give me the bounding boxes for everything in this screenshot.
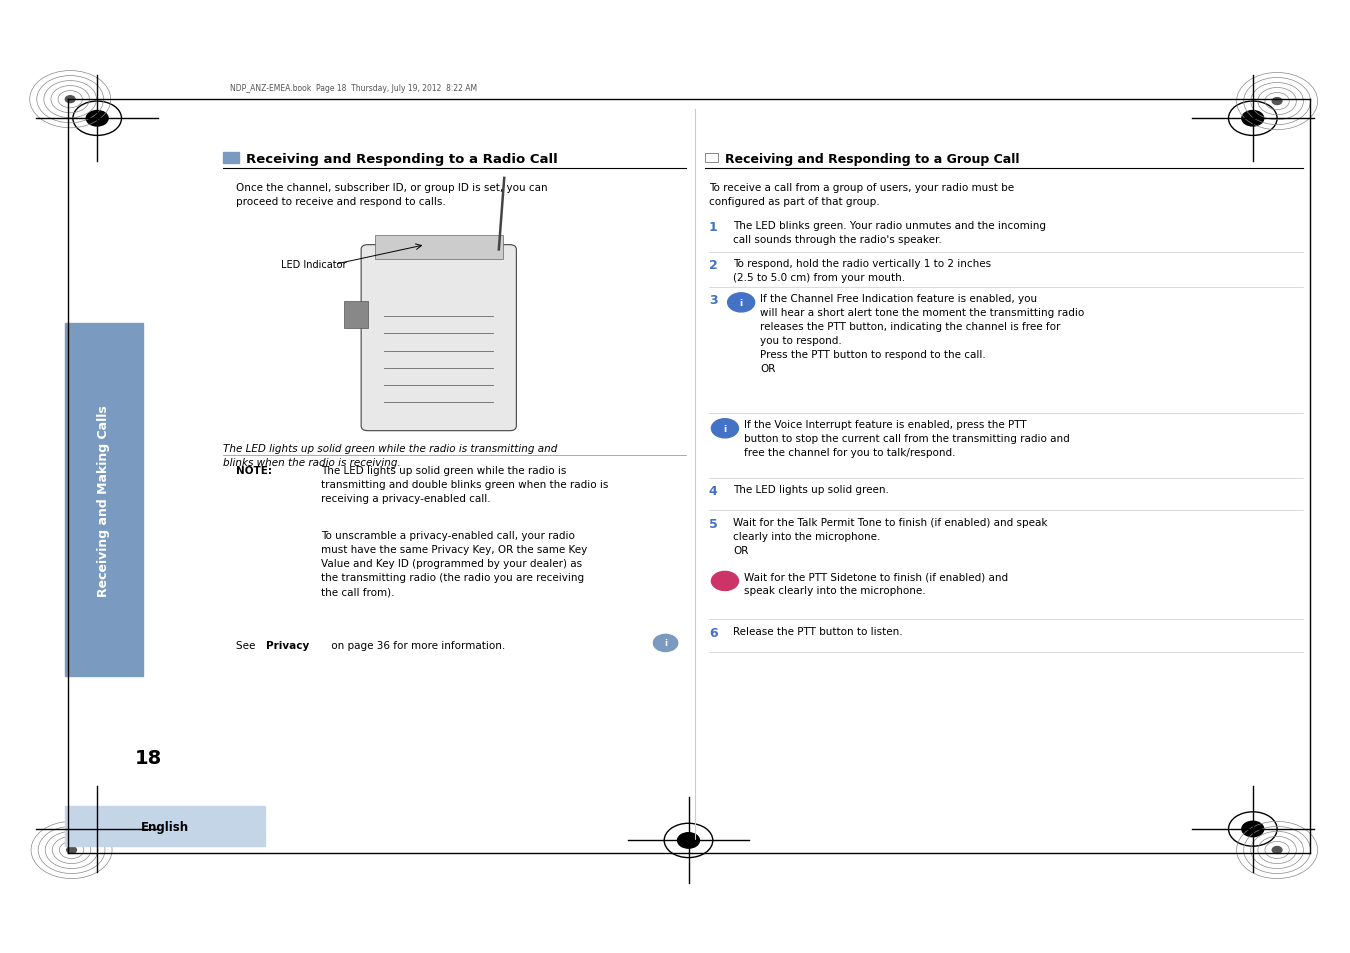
Text: Privacy: Privacy xyxy=(266,640,309,650)
Text: Wait for the Talk Permit Tone to finish (if enabled) and speak
clearly into the : Wait for the Talk Permit Tone to finish … xyxy=(733,517,1048,556)
Text: i: i xyxy=(724,424,726,434)
Text: The LED lights up solid green.: The LED lights up solid green. xyxy=(733,484,888,494)
Text: See: See xyxy=(236,640,259,650)
Bar xyxy=(375,235,504,259)
Circle shape xyxy=(711,572,738,591)
Circle shape xyxy=(1242,112,1264,127)
Circle shape xyxy=(728,294,755,313)
Circle shape xyxy=(711,419,738,438)
Text: Once the channel, subscriber ID, or group ID is set, you can
proceed to receive : Once the channel, subscriber ID, or grou… xyxy=(236,183,548,207)
Bar xyxy=(343,302,367,329)
Text: Receiving and Responding to a Group Call: Receiving and Responding to a Group Call xyxy=(725,152,1019,166)
Text: English: English xyxy=(140,820,189,833)
Circle shape xyxy=(66,846,77,854)
Text: To respond, hold the radio vertically 1 to 2 inches
(2.5 to 5.0 cm) from your mo: To respond, hold the radio vertically 1 … xyxy=(733,259,991,283)
Circle shape xyxy=(1272,98,1282,106)
Bar xyxy=(223,152,239,164)
Text: The LED blinks green. Your radio unmutes and the incoming
call sounds through th: The LED blinks green. Your radio unmutes… xyxy=(733,221,1046,245)
Text: To receive a call from a group of users, your radio must be
configured as part o: To receive a call from a group of users,… xyxy=(709,183,1014,207)
Text: 2: 2 xyxy=(709,259,717,273)
Text: 3: 3 xyxy=(709,294,717,307)
Text: Release the PTT button to listen.: Release the PTT button to listen. xyxy=(733,626,903,636)
Text: Receiving and Making Calls: Receiving and Making Calls xyxy=(97,405,111,596)
Text: 5: 5 xyxy=(709,517,717,531)
Text: i: i xyxy=(740,298,743,308)
Text: If the Channel Free Indication feature is enabled, you
will hear a short alert t: If the Channel Free Indication feature i… xyxy=(760,294,1084,374)
Circle shape xyxy=(86,112,108,127)
Bar xyxy=(705,153,718,163)
Bar xyxy=(65,806,265,846)
Text: LED Indicator: LED Indicator xyxy=(281,260,347,270)
Text: Receiving and Responding to a Radio Call: Receiving and Responding to a Radio Call xyxy=(246,152,558,166)
Circle shape xyxy=(65,96,76,104)
Text: 4: 4 xyxy=(709,484,717,497)
Text: on page 36 for more information.: on page 36 for more information. xyxy=(328,640,505,650)
Circle shape xyxy=(1272,846,1282,854)
Text: i: i xyxy=(664,639,667,648)
Text: 1: 1 xyxy=(709,221,717,234)
Circle shape xyxy=(678,833,699,848)
Text: To unscramble a privacy-enabled call, your radio
must have the same Privacy Key,: To unscramble a privacy-enabled call, yo… xyxy=(321,531,587,597)
FancyBboxPatch shape xyxy=(360,246,516,431)
Text: Wait for the PTT Sidetone to finish (if enabled) and
speak clearly into the micr: Wait for the PTT Sidetone to finish (if … xyxy=(744,572,1008,596)
Bar xyxy=(65,324,143,677)
Text: NOTE:: NOTE: xyxy=(236,465,273,475)
Text: NDP_ANZ-EMEA.book  Page 18  Thursday, July 19, 2012  8:22 AM: NDP_ANZ-EMEA.book Page 18 Thursday, July… xyxy=(230,84,477,92)
Text: 18: 18 xyxy=(135,748,162,767)
Circle shape xyxy=(653,635,678,652)
Circle shape xyxy=(1242,821,1264,837)
Text: The LED lights up solid green while the radio is transmitting and
blinks when th: The LED lights up solid green while the … xyxy=(223,443,558,467)
Text: 6: 6 xyxy=(709,626,717,639)
Text: The LED lights up solid green while the radio is
transmitting and double blinks : The LED lights up solid green while the … xyxy=(321,465,609,503)
Text: If the Voice Interrupt feature is enabled, press the PTT
button to stop the curr: If the Voice Interrupt feature is enable… xyxy=(744,419,1069,457)
Circle shape xyxy=(86,821,108,837)
